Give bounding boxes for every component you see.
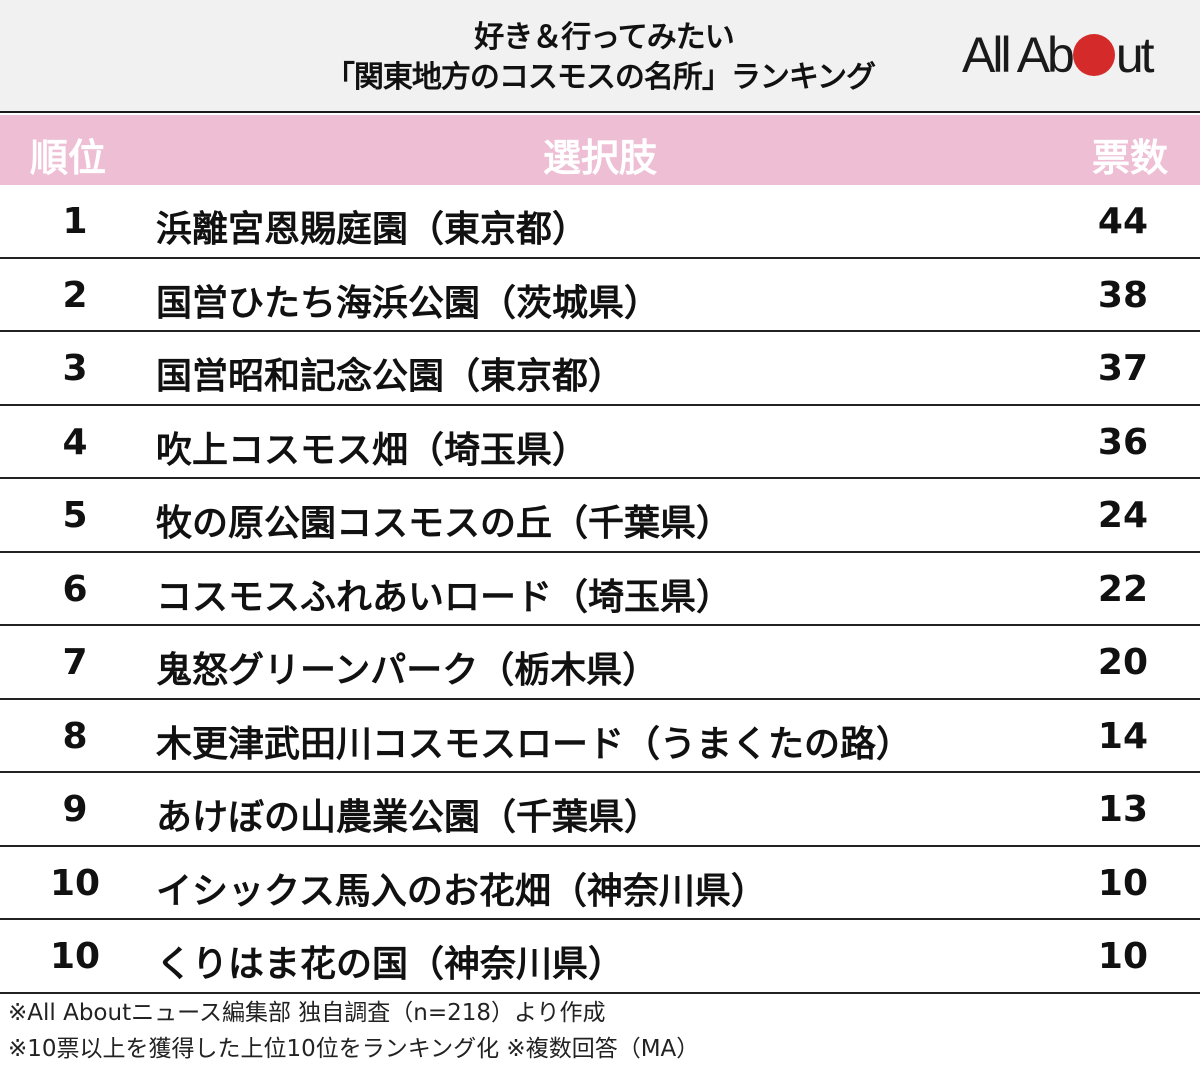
row-votes: 10 xyxy=(1097,936,1148,977)
table-row: 3 国営昭和記念公園（東京都） 37 xyxy=(0,332,1200,406)
row-rank: 6 xyxy=(62,568,88,610)
row-choice: 牧の原公園コスモスの丘（千葉県） xyxy=(156,503,733,544)
row-rank: 9 xyxy=(62,789,88,830)
row-votes: 14 xyxy=(1097,715,1148,757)
title-bar: 好き＆行ってみたい 「関東地方のコスモスの名所」ランキング All Ab ut xyxy=(0,0,1200,113)
table-row: 10 イシックス馬入のお花畑（神奈川県） 10 xyxy=(0,847,1200,920)
row-rank: 8 xyxy=(62,715,88,757)
table-row: 1 浜離宮恩賜庭園（東京都） 44 xyxy=(0,185,1200,259)
row-rank: 2 xyxy=(62,274,88,316)
logo-text-start: All Ab xyxy=(962,27,1075,83)
row-votes: 20 xyxy=(1097,642,1148,683)
row-choice: くりはま花の国（神奈川県） xyxy=(156,944,625,985)
row-choice: 鬼怒グリーンパーク（栃木県） xyxy=(156,650,659,691)
table-header: 順位 選択肢 票数 xyxy=(0,115,1200,185)
row-rank: 4 xyxy=(62,421,88,463)
row-choice: イシックス馬入のお花畑（神奈川県） xyxy=(156,870,767,912)
row-rank: 7 xyxy=(62,642,88,683)
table-row: 6 コスモスふれあいロード（埼玉県） 22 xyxy=(0,553,1200,626)
logo-red-dot-icon xyxy=(1072,34,1115,76)
row-choice: 国営昭和記念公園（東京都） xyxy=(156,356,625,397)
allabout-logo: All Ab ut xyxy=(962,28,1182,82)
ranking-table-body: 1 浜離宮恩賜庭園（東京都） 44 2 国営ひたち海浜公園（茨城県） 38 3 … xyxy=(0,185,1200,994)
table-row: 2 国営ひたち海浜公園（茨城県） 38 xyxy=(0,259,1200,332)
row-choice: コスモスふれあいロード（埼玉県） xyxy=(156,576,733,618)
row-votes: 37 xyxy=(1097,348,1148,389)
table-row: 10 くりはま花の国（神奈川県） 10 xyxy=(0,920,1200,994)
row-choice: 吹上コスモス畑（埼玉県） xyxy=(156,429,589,471)
row-votes: 22 xyxy=(1097,568,1148,610)
row-votes: 36 xyxy=(1097,421,1148,463)
table-row: 7 鬼怒グリーンパーク（栃木県） 20 xyxy=(0,626,1200,700)
row-choice: 浜離宮恩賜庭園（東京都） xyxy=(156,209,589,250)
logo-text-end: ut xyxy=(1115,27,1155,83)
row-rank: 3 xyxy=(62,348,88,389)
page-title: 好き＆行ってみたい 「関東地方のコスモスの名所」ランキング xyxy=(0,18,1200,98)
header-rank: 順位 xyxy=(30,136,107,180)
row-votes: 10 xyxy=(1097,862,1148,904)
title-line-2: 「関東地方のコスモスの名所」ランキング xyxy=(324,60,876,95)
header-votes: 票数 xyxy=(1091,136,1168,180)
row-votes: 24 xyxy=(1097,495,1148,536)
row-choice: あけぼの山農業公園（千葉県） xyxy=(156,797,661,838)
row-choice: 木更津武田川コスモスロード（うまくたの路） xyxy=(156,723,913,765)
footnote-source: ※All Aboutニュース編集部 独自調査（n=218）より作成 xyxy=(8,1000,606,1026)
footnote-method: ※10票以上を獲得した上位10位をランキング化 ※複数回答（MA） xyxy=(8,1036,700,1062)
row-rank: 10 xyxy=(49,862,101,904)
table-row: 8 木更津武田川コスモスロード（うまくたの路） 14 xyxy=(0,700,1200,773)
row-votes: 38 xyxy=(1097,274,1148,316)
table-row: 4 吹上コスモス畑（埼玉県） 36 xyxy=(0,406,1200,479)
table-row: 9 あけぼの山農業公園（千葉県） 13 xyxy=(0,773,1200,847)
row-votes: 13 xyxy=(1097,789,1148,830)
row-rank: 5 xyxy=(62,495,88,536)
row-votes: 44 xyxy=(1097,201,1148,242)
row-rank: 1 xyxy=(62,201,88,242)
footnotes: ※All Aboutニュース編集部 独自調査（n=218）より作成 ※10票以上… xyxy=(8,995,1198,1067)
row-choice: 国営ひたち海浜公園（茨城県） xyxy=(156,282,661,324)
title-line-1: 好き＆行ってみたい xyxy=(474,20,735,55)
table-row: 5 牧の原公園コスモスの丘（千葉県） 24 xyxy=(0,479,1200,553)
header-choice: 選択肢 xyxy=(542,136,657,180)
row-rank: 10 xyxy=(49,936,101,977)
